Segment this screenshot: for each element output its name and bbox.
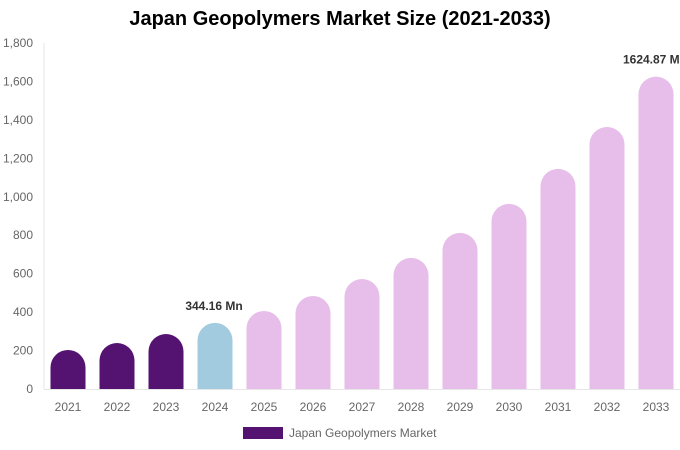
x-tick-label: 2026 [300,400,327,414]
y-tick-label: 1,200 [3,151,33,165]
x-tick-label: 2028 [398,400,425,414]
bar-2029 [442,232,478,389]
data-label: 344.16 Mn [185,299,242,313]
y-tick-label: 600 [13,267,33,281]
legend-label: Japan Geopolymers Market [289,426,437,440]
y-tick-label: 1,000 [3,190,33,204]
x-tick-label: 2022 [104,400,131,414]
x-tick-label: 2031 [545,400,572,414]
y-tick-label: 200 [13,344,33,358]
x-tick-label: 2025 [251,400,278,414]
bar-2033 [638,76,674,389]
bar-2026 [295,295,331,389]
bar-2028 [393,257,429,389]
x-tick-label: 2024 [202,400,229,414]
chart-title: Japan Geopolymers Market Size (2021-2033… [129,8,551,30]
y-tick-label: 0 [26,382,33,396]
bar-2030 [491,203,527,389]
y-tick-label: 1,600 [3,74,33,88]
y-tick-label: 400 [13,305,33,319]
x-tick-label: 2023 [153,400,180,414]
bar-2021 [50,349,86,389]
x-tick-label: 2032 [594,400,621,414]
bar-2024 [197,322,233,389]
legend-swatch [243,427,283,439]
y-tick-label: 1,400 [3,113,33,127]
x-tick-label: 2030 [496,400,523,414]
x-tick-label: 2027 [349,400,376,414]
y-tick-label: 800 [13,228,33,242]
legend: Japan Geopolymers Market [243,426,436,440]
data-label: 1624.87 Mn [623,53,680,67]
x-tick-label: 2021 [55,400,82,414]
bar-2027 [344,279,380,389]
bar-2031 [540,168,576,389]
bar-2032 [589,127,625,389]
bar-2022 [99,343,135,389]
bar-2023 [148,334,184,389]
bar-2025 [246,310,282,389]
x-tick-label: 2033 [643,400,670,414]
y-tick-label: 1,800 [3,36,33,50]
x-tick-label: 2029 [447,400,474,414]
